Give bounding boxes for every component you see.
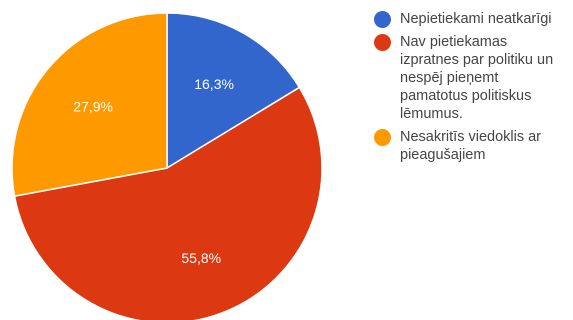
legend-item-nesakritis-viedoklis[interactable]: Nesakritīs viedoklis ar pieagušajiem (374, 128, 569, 164)
slice-value-label-nesakritis-viedoklis: 27,9% (73, 99, 113, 115)
legend-label: Nepietiekami neatkarīgi (400, 11, 552, 27)
legend-swatch-orange (374, 129, 391, 146)
legend-item-nav-pietiekamas-izpratnes[interactable]: Nav pietiekamas izpratnes par politiku u… (374, 33, 569, 123)
legend-item-nepietiekami-neatkarigi[interactable]: Nepietiekami neatkarīgi (374, 10, 569, 28)
legend-swatch-blue (374, 11, 391, 28)
pie-slice-nav-pietiekamas-izpratnes[interactable] (13, 86, 323, 320)
legend-label: Nav pietiekamas izpratnes par politiku u… (400, 34, 554, 122)
pie-slice-nepietiekami-neatkarigi[interactable] (166, 12, 301, 170)
legend-label: Nesakritīs viedoklis ar pieagušajiem (400, 129, 542, 163)
legend-swatch-red (374, 34, 391, 51)
pie-plot-area: 16,3% 55,8% 27,9% (11, 12, 323, 320)
legend: Nepietiekami neatkarīgi Nav pietiekamas … (374, 10, 569, 169)
pie-slice-nesakritis-viedoklis[interactable] (11, 12, 168, 197)
slice-value-label-nepietiekami-neatkarigi: 16,3% (194, 76, 234, 92)
slice-value-label-nav-pietiekamas-izpratnes: 55,8% (181, 250, 221, 266)
